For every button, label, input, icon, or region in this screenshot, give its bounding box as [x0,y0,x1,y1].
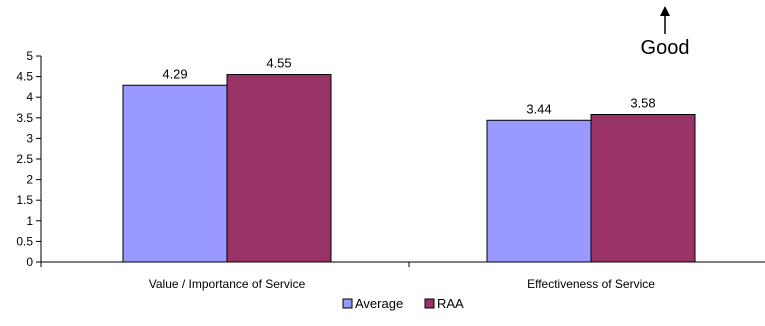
y-tick-label: 0.5 [16,234,33,248]
x-axis: Value / Importance of Service Effectivene… [41,262,765,291]
bar-average-2 [487,120,591,262]
y-tick-label: 1.5 [16,193,33,207]
y-axis: 0 0.5 1 1.5 2 2.5 3 3.5 4 4.5 5 [16,49,41,269]
legend-label-average: Average [355,296,403,311]
y-tick-label: 2 [26,173,33,187]
y-tick-label: 3 [26,131,33,145]
y-tick-label: 5 [26,49,33,63]
y-tick-label: 3.5 [16,111,33,125]
bars [123,75,695,262]
y-tick-label: 4.5 [16,70,33,84]
legend: Average RAA [343,296,464,311]
y-tick-label: 0 [26,255,33,269]
y-tick-label: 4 [26,90,33,104]
legend-label-raa: RAA [437,296,464,311]
x-category-label: Effectiveness of Service [527,277,655,291]
legend-swatch-raa [425,299,434,308]
data-label: 4.55 [266,56,291,71]
x-category-label: Value / Importance of Service [149,277,306,291]
bar-raa-2 [591,115,695,262]
data-label: 3.58 [630,96,655,111]
arrow-up-icon-head [660,6,670,16]
bar-average-1 [123,85,227,262]
y-tick-label: 1 [26,214,33,228]
bar-raa-1 [227,75,331,262]
legend-swatch-average [343,299,352,308]
data-label: 4.29 [162,66,187,81]
good-annotation: Good [641,6,690,59]
y-tick-label: 2.5 [16,152,33,166]
data-label: 3.44 [526,101,551,116]
good-label: Good [641,37,690,59]
